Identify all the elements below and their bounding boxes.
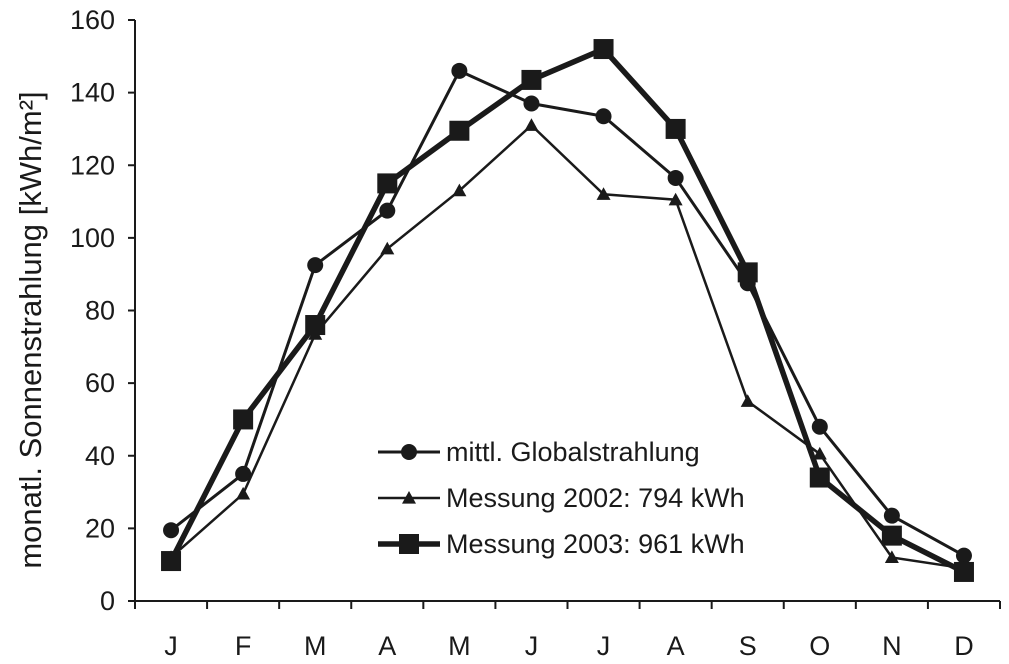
data-point: [595, 108, 612, 125]
legend-entry: Messung 2003: 961 kWh: [378, 529, 745, 559]
y-tick-label: 120: [70, 150, 115, 180]
axes: 0 20 40 60 80 100 120 140 160 J F M A M J J A S O N D: [70, 5, 1001, 661]
legend-entry: Messung 2002: 794 kWh: [378, 483, 745, 513]
series-line: [170, 68, 965, 557]
data-point: [305, 315, 326, 336]
data-point: [161, 551, 182, 572]
legend-label: Messung 2003: 961 kWh: [446, 529, 745, 559]
data-point: [596, 187, 611, 200]
x-tick-label: D: [954, 631, 974, 661]
data-point: [521, 69, 542, 90]
legend-entry: mittl. Globalstrahlung: [378, 437, 700, 467]
data-point: [811, 418, 828, 435]
data-point: [524, 118, 539, 131]
data-point: [307, 257, 324, 274]
x-tick-label: J: [164, 631, 178, 661]
x-tick-label: J: [525, 631, 539, 661]
x-tick-label: J: [597, 631, 611, 661]
x-tick-label: A: [378, 631, 396, 661]
y-tick-label: 40: [85, 441, 115, 471]
y-axis-title: monatl. Sonnenstrahlung [kWh/m²]: [13, 91, 48, 568]
data-point: [452, 183, 467, 197]
series-circle: [163, 62, 972, 564]
data-point: [233, 409, 254, 430]
data-point: [377, 173, 398, 194]
data-point: [668, 192, 683, 206]
data-point: [380, 241, 395, 255]
y-tick-label: 0: [100, 586, 115, 616]
x-tick-label: M: [448, 631, 471, 661]
data-point: [523, 95, 540, 112]
x-tick-label: M: [304, 631, 327, 661]
data-point: [451, 62, 468, 79]
legend: mittl. Globalstrahlung Messung 2002: 794 …: [378, 437, 745, 559]
series-line: [170, 123, 965, 570]
data-point: [236, 486, 251, 500]
data-point: [163, 522, 180, 539]
data-point: [665, 118, 686, 139]
data-point: [953, 561, 974, 582]
x-tick-label: N: [882, 631, 902, 661]
legend-marker: [401, 444, 417, 460]
data-point: [884, 550, 899, 564]
series-line: [168, 45, 966, 575]
data-point: [812, 446, 827, 460]
data-point: [593, 39, 614, 60]
y-tick-label: 100: [70, 223, 115, 253]
data-point: [737, 262, 758, 283]
data-point: [740, 394, 755, 407]
legend-label: mittl. Globalstrahlung: [446, 437, 700, 467]
y-tick-label: 140: [70, 78, 115, 108]
data-point: [379, 202, 396, 219]
data-point: [881, 525, 902, 546]
series-layer: [161, 39, 974, 582]
y-tick-label: 80: [85, 296, 115, 326]
x-tick-label: A: [667, 631, 685, 661]
data-point: [235, 465, 252, 482]
series-square: [161, 39, 974, 582]
x-tick-label: S: [739, 631, 757, 661]
y-tick-label: 20: [85, 513, 115, 543]
legend-marker: [402, 491, 416, 504]
data-point: [667, 169, 684, 186]
x-tick-label: F: [235, 631, 252, 661]
data-point: [449, 120, 470, 141]
data-point: [883, 507, 900, 524]
legend-label: Messung 2002: 794 kWh: [446, 483, 745, 513]
x-tick-label: O: [809, 631, 830, 661]
y-tick-label: 60: [85, 368, 115, 398]
data-point: [809, 467, 830, 488]
data-point: [955, 547, 972, 564]
legend-marker: [399, 534, 419, 554]
y-tick-label: 160: [70, 5, 115, 35]
